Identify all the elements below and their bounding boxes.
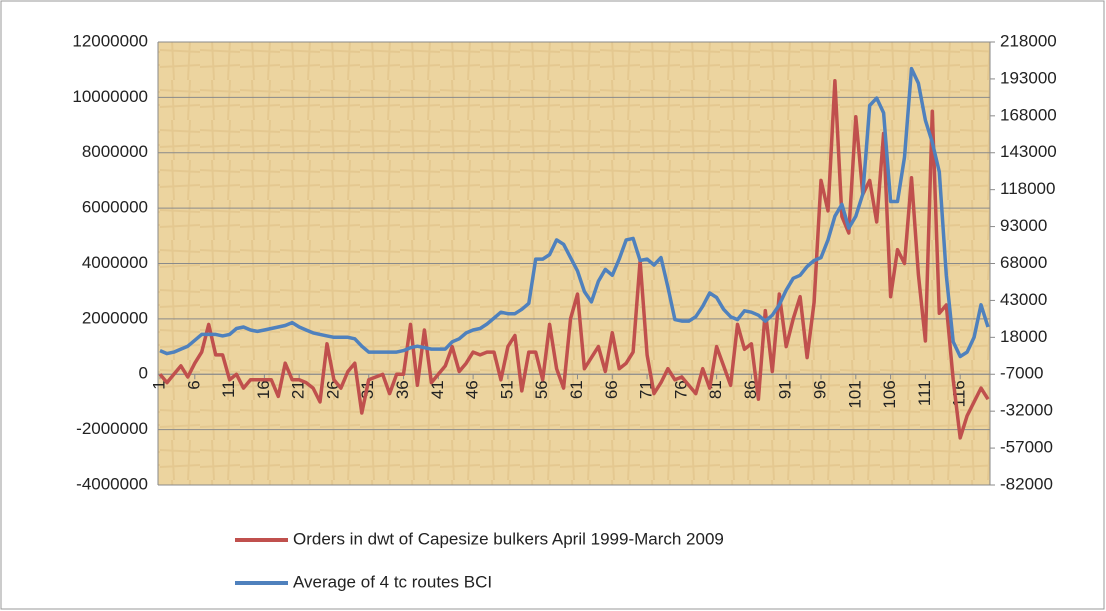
legend-label: Average of 4 tc routes BCI [293,572,492,591]
x-tick-label: 91 [776,380,795,399]
series-line [159,66,990,359]
x-tick-label: 56 [532,380,551,399]
x-tick-label: 96 [810,380,829,399]
y2-tick-label: -32000 [1000,401,1053,420]
y2-tick-label: -82000 [1000,474,1053,493]
x-tick-label: 111 [915,380,934,406]
y2-tick-label: -7000 [1000,364,1043,383]
x-tick-label: 76 [671,380,690,399]
y-tick-label: -2000000 [76,419,148,438]
y2-tick-label: 68000 [1000,253,1047,272]
x-tick-label: 26 [323,380,342,399]
y2-tick-label: 18000 [1000,327,1047,346]
x-tick-label: 106 [880,380,899,408]
y2-tick-label: 43000 [1000,290,1047,309]
y2-tick-label: 143000 [1000,142,1057,161]
x-tick-label: 11 [219,380,238,398]
y-tick-label: -4000000 [76,474,148,493]
y-tick-label: 12000000 [72,31,148,50]
y2-tick-label: 168000 [1000,105,1057,124]
y-tick-label: 8000000 [82,142,148,161]
x-tick-label: 46 [463,380,482,399]
x-tick-label: 16 [254,380,273,399]
x-tick-label: 21 [289,380,308,399]
y2-tick-label: -57000 [1000,438,1053,457]
x-tick-label: 101 [845,380,864,408]
x-tick-label: 1 [149,380,168,389]
y-tick-label: 4000000 [82,253,148,272]
y-tick-label: 2000000 [82,308,148,327]
x-tick-label: 6 [184,380,203,389]
x-tick-label: 66 [602,380,621,399]
y-tick-label: 10000000 [72,87,148,106]
x-tick-label: 36 [393,380,412,399]
y2-tick-label: 118000 [1000,179,1055,198]
y2-tick-label: 93000 [1000,216,1047,235]
y2-tick-label: 218000 [1000,31,1057,50]
y-tick-label: 6000000 [82,198,148,217]
x-tick-label: 41 [428,380,447,399]
y2-tick-label: 193000 [1000,68,1057,87]
x-tick-label: 61 [567,380,586,399]
legend-label: Orders in dwt of Capesize bulkers April … [293,529,724,548]
x-tick-label: 51 [497,380,516,399]
y-tick-label: 0 [139,364,148,383]
series-line [158,79,990,440]
